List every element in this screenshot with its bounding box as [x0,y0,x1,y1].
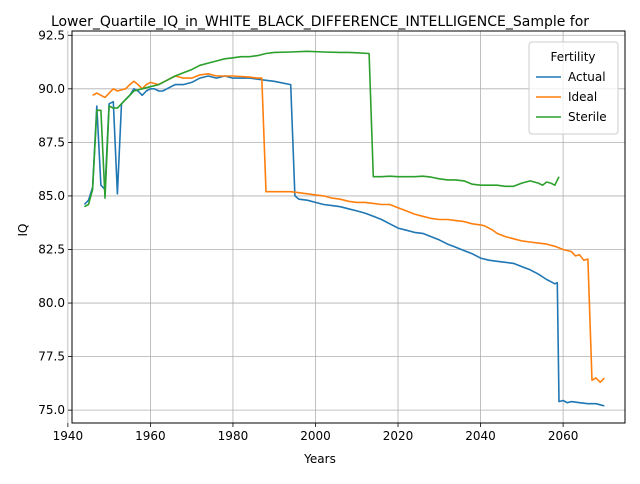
legend-entries: Actual Ideal Sterile [536,70,607,124]
y-tick-label: 90.0 [38,82,65,96]
x-axis-label: Years [303,452,336,466]
x-tick-label: 2040 [465,429,496,443]
y-tick-label: 87.5 [38,135,65,149]
x-tick-label: 1980 [218,429,249,443]
x-tick-label: 2020 [383,429,414,443]
legend-box [528,41,619,135]
series-lines [83,50,605,407]
x-tick-label: 1940 [53,429,84,443]
x-tick-label: 2060 [548,429,579,443]
legend-label-actual: Actual [568,70,606,84]
legend-label-ideal: Ideal [568,90,597,104]
y-tick-label: 92.5 [38,28,65,42]
x-tick-label: 2000 [300,429,331,443]
legend-label-sterile: Sterile [568,110,607,124]
y-axis-label: IQ [16,224,30,237]
plot-frame [71,30,626,424]
y-tick-label: 85.0 [38,189,65,203]
chart-title: Lower_Quartile_IQ_in_WHITE_BLACK_DIFFERE… [51,14,589,30]
legend-title: Fertility [550,50,595,64]
series-line-ideal [92,73,605,384]
x-tick-label: 1960 [135,429,166,443]
legend: Fertility Actual Ideal Sterile [528,41,619,135]
axis-ticks: 1940 1960 1980 2000 2020 2040 2060 75.0 77.5 80.0… [38,28,578,443]
y-tick-label: 77.5 [38,350,65,364]
y-tick-label: 80.0 [38,296,65,310]
grid-lines [67,31,625,423]
series-line-sterile [84,50,560,208]
y-tick-label: 82.5 [38,242,65,256]
y-tick-label: 75.0 [38,403,65,417]
